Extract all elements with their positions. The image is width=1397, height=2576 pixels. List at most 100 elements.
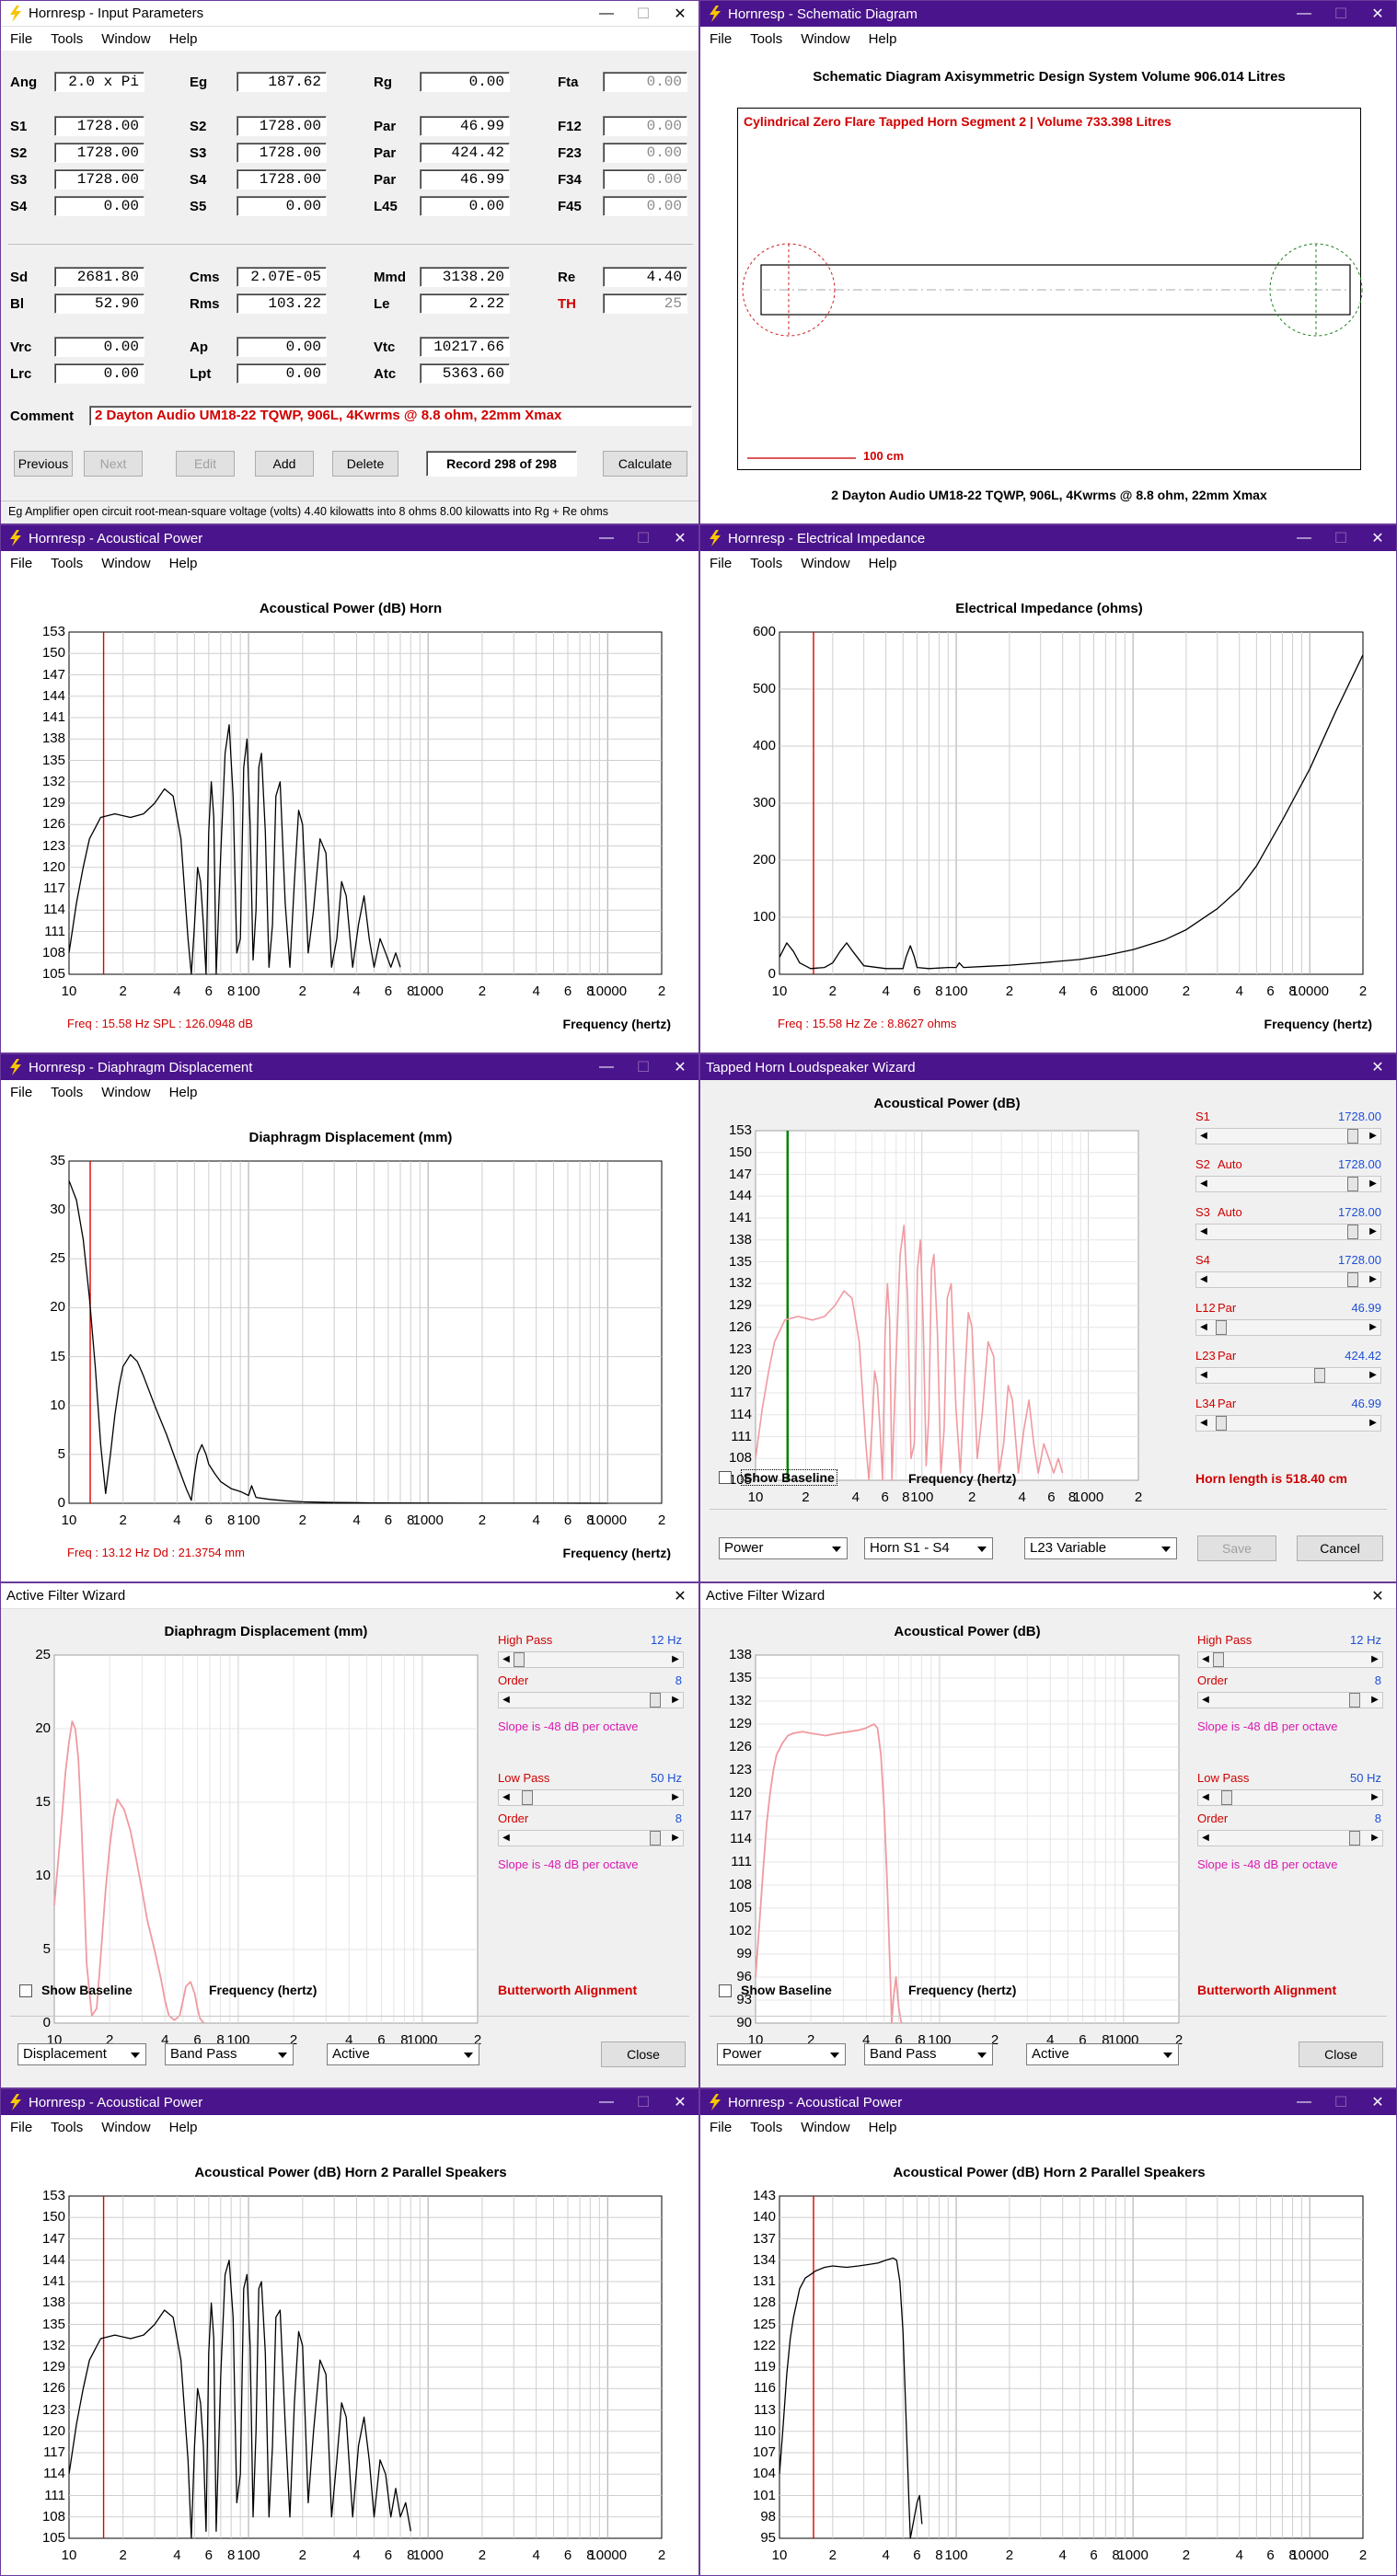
arrow-left-icon[interactable]: ◀ [502, 1792, 510, 1802]
menu-file[interactable]: File [10, 30, 33, 47]
plot-area[interactable] [68, 2195, 663, 2539]
frequency-slider[interactable]: ◀ ▶ [1197, 1789, 1383, 1806]
menu-window[interactable]: Window [101, 30, 151, 47]
minimize-icon[interactable]: — [1297, 2094, 1311, 2110]
arrow-right-icon[interactable]: ▶ [1369, 1418, 1377, 1428]
param-field[interactable]: 187.62 [237, 72, 327, 92]
param-field[interactable]: 46.99 [420, 116, 510, 136]
menu-tools[interactable]: Tools [51, 2119, 84, 2135]
arrow-left-icon[interactable]: ◀ [1202, 1833, 1209, 1843]
maximize-icon[interactable]: ☐ [1334, 2095, 1348, 2110]
arrow-left-icon[interactable]: ◀ [1202, 1792, 1209, 1802]
arrow-left-icon[interactable]: ◀ [502, 1654, 510, 1664]
param-field[interactable]: 1728.00 [237, 169, 327, 190]
menu-file[interactable]: File [710, 30, 733, 47]
slider-l12[interactable]: ◀ ▶ [1195, 1319, 1381, 1336]
close-button[interactable]: Close [601, 2041, 686, 2067]
param-field[interactable]: 2681.80 [54, 267, 144, 287]
menu-help[interactable]: Help [168, 1084, 198, 1100]
delete-button[interactable]: Delete [332, 451, 398, 477]
minimize-icon[interactable]: — [1297, 6, 1311, 21]
arrow-right-icon[interactable]: ▶ [672, 1654, 679, 1664]
arrow-left-icon[interactable]: ◀ [1200, 1179, 1207, 1189]
slider-thumb[interactable] [1347, 1129, 1359, 1144]
param-field[interactable]: 1728.00 [54, 116, 144, 136]
arrow-right-icon[interactable]: ▶ [1371, 1792, 1379, 1802]
maximize-icon[interactable]: ☐ [636, 1060, 651, 1075]
arrow-left-icon[interactable]: ◀ [1202, 1654, 1209, 1664]
frequency-slider[interactable]: ◀ ▶ [1197, 1651, 1383, 1668]
param-field[interactable]: 103.22 [237, 293, 327, 314]
param-field[interactable]: 0.00 [603, 169, 687, 190]
slider-thumb[interactable] [514, 1652, 525, 1667]
minimize-icon[interactable]: — [599, 530, 614, 546]
menu-window[interactable]: Window [801, 2119, 850, 2135]
mode-select[interactable]: Active [327, 2043, 479, 2065]
frequency-slider[interactable]: ◀ ▶ [498, 1651, 684, 1668]
arrow-right-icon[interactable]: ▶ [1369, 1179, 1377, 1189]
minimize-icon[interactable]: — [599, 1059, 614, 1075]
menu-tools[interactable]: Tools [51, 30, 84, 47]
param-field[interactable]: 0.00 [54, 363, 144, 384]
menu-window[interactable]: Window [801, 30, 850, 47]
arrow-left-icon[interactable]: ◀ [1202, 1695, 1209, 1705]
order-slider[interactable]: ◀ ▶ [498, 1830, 684, 1846]
param-field[interactable]: 1728.00 [54, 169, 144, 190]
slider-thumb[interactable] [1349, 1693, 1361, 1708]
minimize-icon[interactable]: — [1297, 530, 1311, 546]
plot-area[interactable] [779, 2195, 1364, 2539]
menu-help[interactable]: Help [868, 2119, 897, 2135]
show-baseline-checkbox[interactable] [719, 1471, 732, 1484]
menu-tools[interactable]: Tools [750, 555, 783, 571]
param-field[interactable]: 2.07E-05 [237, 267, 327, 287]
plot-area[interactable] [755, 1130, 1139, 1481]
close-icon[interactable]: ✕ [674, 531, 687, 546]
filter-type-select[interactable]: Band Pass [165, 2043, 294, 2065]
calculate-button[interactable]: Calculate [603, 451, 687, 477]
menu-window[interactable]: Window [801, 555, 850, 571]
slider-thumb[interactable] [1347, 1177, 1359, 1191]
slider-thumb[interactable] [522, 1790, 534, 1805]
close-icon[interactable]: ✕ [1371, 531, 1384, 546]
mode-select[interactable]: Active [1026, 2043, 1179, 2065]
param-field[interactable]: 0.00 [603, 196, 687, 216]
slider-thumb[interactable] [1215, 1416, 1227, 1431]
slider-thumb[interactable] [650, 1831, 662, 1846]
minimize-icon[interactable]: — [599, 5, 614, 21]
slider-s1[interactable]: ◀ ▶ [1195, 1128, 1381, 1144]
close-icon[interactable]: ✕ [1371, 1588, 1384, 1604]
slider-thumb[interactable] [1314, 1368, 1326, 1383]
show-baseline-label[interactable]: Show Baseline [741, 1983, 832, 1997]
arrow-right-icon[interactable]: ▶ [1369, 1131, 1377, 1141]
menu-help[interactable]: Help [168, 555, 198, 571]
param-field[interactable]: 424.42 [420, 143, 510, 163]
param-field[interactable]: 4.40 [603, 267, 687, 287]
menu-window[interactable]: Window [101, 2119, 151, 2135]
close-icon[interactable]: ✕ [674, 1588, 687, 1604]
param-field[interactable]: 1728.00 [237, 116, 327, 136]
close-icon[interactable]: ✕ [1371, 2095, 1384, 2110]
variable-select[interactable]: L23 Variable [1024, 1537, 1177, 1559]
save-button[interactable]: Save [1197, 1535, 1276, 1561]
filter-type-select[interactable]: Band Pass [864, 2043, 993, 2065]
slider-s2[interactable]: ◀ ▶ [1195, 1176, 1381, 1192]
arrow-left-icon[interactable]: ◀ [1200, 1370, 1207, 1380]
show-baseline-label[interactable]: Show Baseline [741, 1469, 837, 1486]
order-slider[interactable]: ◀ ▶ [1197, 1830, 1383, 1846]
close-icon[interactable]: ✕ [1371, 1060, 1384, 1075]
slider-thumb[interactable] [1215, 1320, 1227, 1335]
close-icon[interactable]: ✕ [674, 2095, 687, 2110]
param-field[interactable]: 0.00 [420, 72, 510, 92]
slider-thumb[interactable] [1347, 1272, 1359, 1287]
order-slider[interactable]: ◀ ▶ [498, 1692, 684, 1708]
param-field[interactable]: 0.00 [237, 337, 327, 357]
param-field[interactable]: 0.00 [603, 72, 687, 92]
menu-file[interactable]: File [10, 555, 33, 571]
param-field[interactable]: 0.00 [237, 196, 327, 216]
close-icon[interactable]: ✕ [674, 6, 687, 22]
response-select[interactable]: Displacement [17, 2043, 146, 2065]
maximize-icon[interactable]: ☐ [636, 2095, 651, 2110]
comment-field[interactable]: 2 Dayton Audio UM18-22 TQWP, 906L, 4Kwrm… [89, 406, 692, 426]
slider-thumb[interactable] [1347, 1225, 1359, 1239]
param-field[interactable]: 10217.66 [420, 337, 510, 357]
